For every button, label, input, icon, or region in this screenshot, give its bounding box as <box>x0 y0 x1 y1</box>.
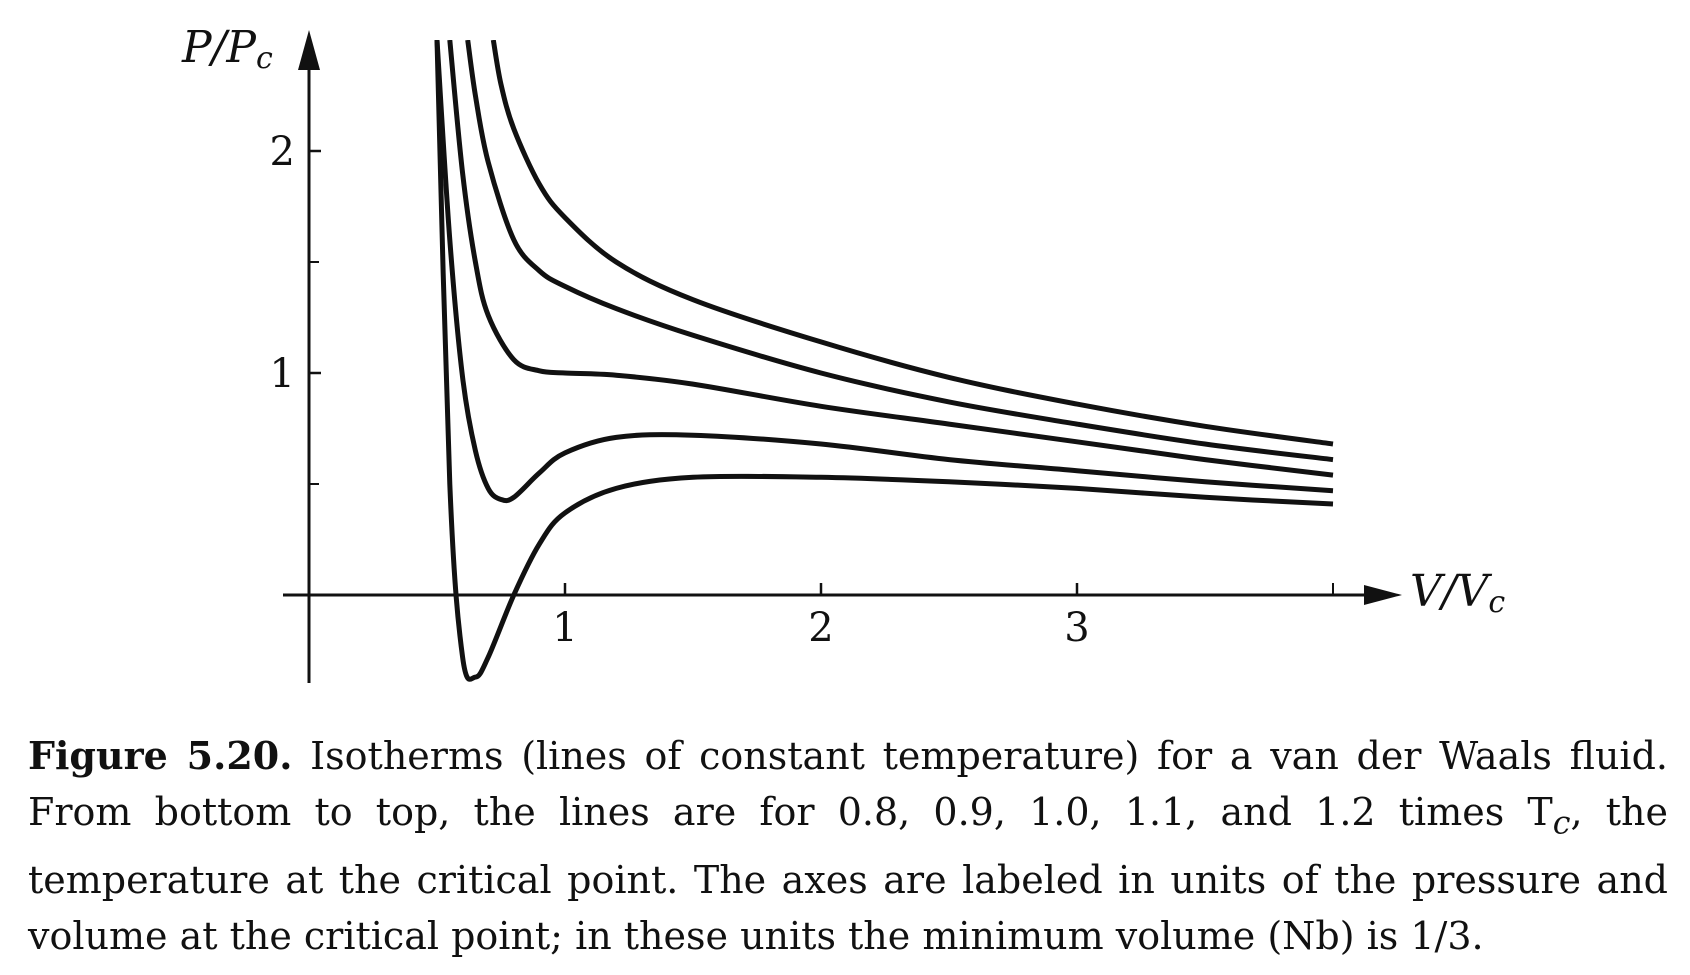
y-axis-arrowhead <box>298 30 320 70</box>
isotherm-line-3 <box>447 40 1334 478</box>
isotherm-chart: 1 2 3 1 2 P/Pc V/Vc <box>181 22 1505 683</box>
axes <box>283 30 1402 683</box>
y-tick-label: 2 <box>270 129 295 175</box>
caption-text-end: , the temperature at the critical point.… <box>28 790 1668 958</box>
caption-subscript: c <box>1552 805 1571 842</box>
x-tick-label: 3 <box>1064 605 1089 651</box>
tick-labels: 1 2 3 1 2 <box>270 129 1090 651</box>
isotherm-line-1 <box>434 40 1334 682</box>
y-tick-label: 1 <box>270 351 295 397</box>
isotherm-line-5 <box>490 40 1334 447</box>
x-axis-title: V/Vc <box>1410 566 1505 620</box>
y-axis-title: P/Pc <box>181 22 273 76</box>
series-group <box>434 40 1334 682</box>
isotherm-line-2 <box>434 40 1334 504</box>
figure-caption: Figure 5.20. Isotherms (lines of constan… <box>28 728 1668 964</box>
x-axis-arrowhead <box>1364 585 1402 605</box>
caption-text: Isotherms (lines of constant temperature… <box>28 734 1668 834</box>
x-tick-label: 2 <box>808 605 833 651</box>
ticks <box>309 149 1334 595</box>
caption-label: Figure 5.20. <box>28 733 293 778</box>
isotherm-line-4 <box>465 40 1334 463</box>
x-tick-label: 1 <box>552 605 577 651</box>
